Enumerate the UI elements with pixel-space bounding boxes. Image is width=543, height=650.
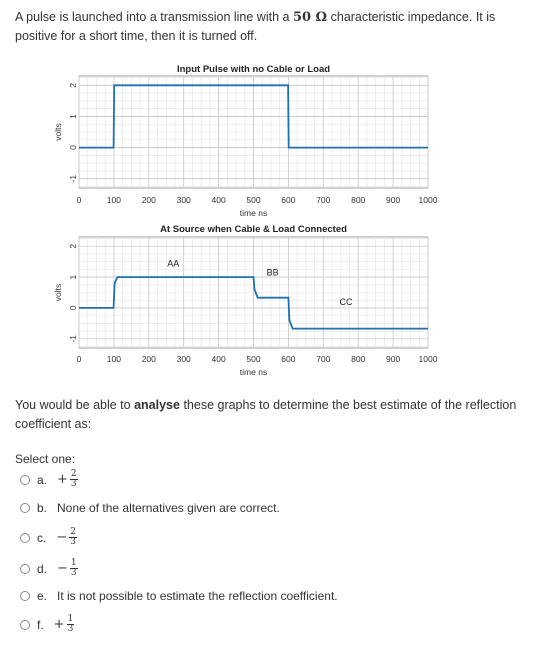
option-letter: a. <box>37 472 48 487</box>
x-tick-label: 700 <box>316 195 330 205</box>
chart-title: Input Pulse with no Cable or Load <box>177 64 330 75</box>
x-tick-label: 500 <box>246 195 260 205</box>
radio-button[interactable] <box>20 563 30 574</box>
radio-button[interactable] <box>20 591 30 601</box>
x-tick-label: 300 <box>177 354 191 364</box>
fraction-denominator: 3 <box>70 479 77 489</box>
annotation-label-cc: CC <box>339 297 352 307</box>
option-e[interactable]: e. It is not possible to estimate the ref… <box>20 589 338 603</box>
fraction-denominator: 3 <box>70 568 77 578</box>
y-axis-label: volts <box>53 123 63 140</box>
y-tick-label: -1 <box>68 175 78 183</box>
instruction-bold: analyse <box>134 398 180 412</box>
y-tick-label: 2 <box>68 83 78 88</box>
y-tick-label: 1 <box>68 274 78 279</box>
x-tick-label: 800 <box>351 195 365 205</box>
y-tick-label: 0 <box>68 305 78 310</box>
x-tick-label: 100 <box>107 354 121 364</box>
x-axis-label: time ns <box>240 367 267 377</box>
y-axis-label: volts <box>53 284 63 301</box>
annotation-label-bb: BB <box>267 268 279 278</box>
y-tick-label: 0 <box>68 145 78 150</box>
fraction-numerator: 2 <box>69 527 77 538</box>
x-tick-label: 100 <box>107 195 121 205</box>
x-axis-label: time ns <box>240 208 267 218</box>
option-d[interactable]: d. −1 3 <box>20 559 78 578</box>
option-a[interactable]: a. +2 3 <box>20 470 78 489</box>
x-tick-label: 600 <box>281 354 295 364</box>
fraction-numerator: 1 <box>66 614 75 625</box>
series-line <box>79 276 428 330</box>
question-figure: Input Pulse with no Cable or Load 0 100 200… <box>36 52 472 388</box>
y-tick-label: 1 <box>68 114 78 119</box>
x-tick-label: 400 <box>212 195 226 205</box>
fraction-numerator: 1 <box>69 558 78 569</box>
option-text: None of the alternatives given are corre… <box>57 501 280 515</box>
radio-button[interactable] <box>20 503 30 513</box>
x-tick-label: 1000 <box>419 195 438 205</box>
x-tick-label: 1000 <box>419 354 438 364</box>
select-one-label: Select one: <box>15 452 76 466</box>
x-tick-label: 500 <box>246 354 260 364</box>
radio-button[interactable] <box>20 532 30 543</box>
y-tick-label: 2 <box>68 244 78 249</box>
option-sign: − <box>57 561 68 576</box>
option-f[interactable]: f. +1 3 <box>20 614 75 634</box>
option-c[interactable]: c. −2 3 <box>20 528 77 547</box>
option-letter: f. <box>37 617 44 632</box>
question-text-part1: A pulse is launched into a transmission … <box>15 10 293 24</box>
fraction-denominator: 3 <box>70 537 76 547</box>
instruction-pre: You would be able to <box>15 398 135 412</box>
x-tick-label: 0 <box>77 195 82 205</box>
x-tick-label: 900 <box>386 354 400 364</box>
x-tick-label: 300 <box>177 195 191 205</box>
fraction-numerator: 2 <box>69 469 78 480</box>
x-tick-label: 0 <box>77 354 82 364</box>
option-letter: e. <box>37 589 48 603</box>
y-tick-label: -1 <box>68 335 78 343</box>
instruction-post: these graphs to determine the best estim… <box>15 398 517 431</box>
x-tick-label: 800 <box>351 354 365 364</box>
option-sign: + <box>57 472 68 487</box>
question-instruction: You would be able to analyse these graph… <box>15 396 535 434</box>
option-letter: b. <box>37 501 48 515</box>
x-tick-label: 200 <box>142 354 156 364</box>
x-tick-label: 900 <box>386 195 400 205</box>
option-text: It is not possible to estimate the refle… <box>57 589 338 603</box>
annotation-label-aa: AA <box>167 258 179 268</box>
question-text: A pulse is launched into a transmission … <box>15 8 530 46</box>
x-tick-label: 700 <box>316 354 330 364</box>
radio-button[interactable] <box>20 474 30 485</box>
impedance-value: 50 Ω <box>292 10 328 25</box>
fraction-denominator: 3 <box>67 624 74 634</box>
radio-button[interactable] <box>20 619 30 630</box>
x-tick-label: 400 <box>212 354 226 364</box>
option-b[interactable]: b. None of the alternatives given are cor… <box>20 501 280 515</box>
x-tick-label: 600 <box>281 195 295 205</box>
x-tick-label: 200 <box>142 195 156 205</box>
chart-title: At Source when Cable & Load Connected <box>160 224 347 235</box>
option-letter: c. <box>37 530 47 545</box>
series-line <box>79 84 428 149</box>
option-sign: − <box>56 530 68 545</box>
option-letter: d. <box>37 561 48 576</box>
option-sign: + <box>53 617 65 632</box>
question-text-part2: characteristic impedance. It is positive… <box>15 10 496 43</box>
